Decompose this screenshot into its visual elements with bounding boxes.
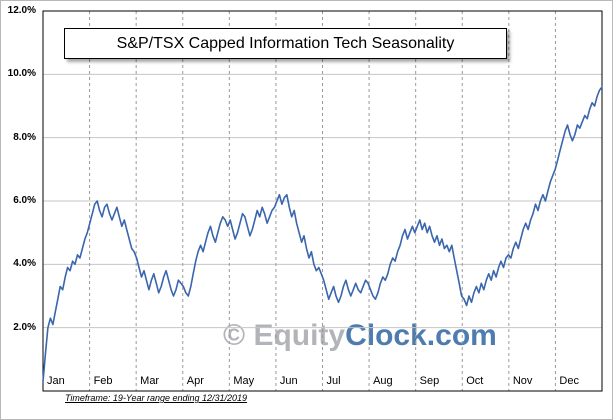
y-axis-tick-label: 8.0% (13, 131, 36, 143)
x-axis-month-label: Feb (93, 375, 113, 387)
x-axis-month-label: Nov (512, 375, 533, 387)
seasonality-series-line (42, 86, 603, 383)
y-axis-tick-label: 2.0% (13, 321, 36, 333)
y-axis-tick-label: 4.0% (13, 258, 36, 270)
x-axis-month-label: Dec (559, 375, 579, 387)
watermark: © EquityClock.com (223, 319, 497, 353)
x-axis: Jan Feb Mar Apr May Jun Jul Aug Sep Oct Nov Dec (1, 375, 612, 390)
plot-border (42, 10, 603, 392)
y-axis: 12.0% 10.0% 8.0% 6.0% 4.0% 2.0% (1, 1, 39, 419)
x-axis-month-label: Jun (279, 375, 298, 387)
y-axis-tick-label: 6.0% (13, 195, 36, 206)
y-axis-tick-label: 12.0% (7, 5, 36, 16)
watermark-copyright-text: © Equity (223, 319, 346, 352)
x-axis-month-label: Oct (466, 375, 484, 387)
x-axis-month-label: Aug (373, 375, 393, 387)
x-axis-month-label: Apr (186, 375, 204, 387)
chart-title: S&P/TSX Capped Information Tech Seasonal… (116, 34, 455, 52)
x-axis-month-label: Jan (47, 375, 65, 387)
y-axis-tick-label: 10.0% (7, 68, 36, 80)
watermark-domain-text: Clock.com (345, 319, 497, 352)
timeframe-note: Timeframe: 19-Year range ending 12/31/20… (65, 393, 248, 403)
x-axis-month-label: May (233, 375, 255, 387)
x-axis-month-label: Sep (419, 375, 440, 387)
x-axis-month-label: Mar (140, 375, 160, 387)
chart-title-box: S&P/TSX Capped Information Tech Seasonal… (64, 28, 507, 59)
x-axis-month-label: Jul (326, 375, 341, 387)
